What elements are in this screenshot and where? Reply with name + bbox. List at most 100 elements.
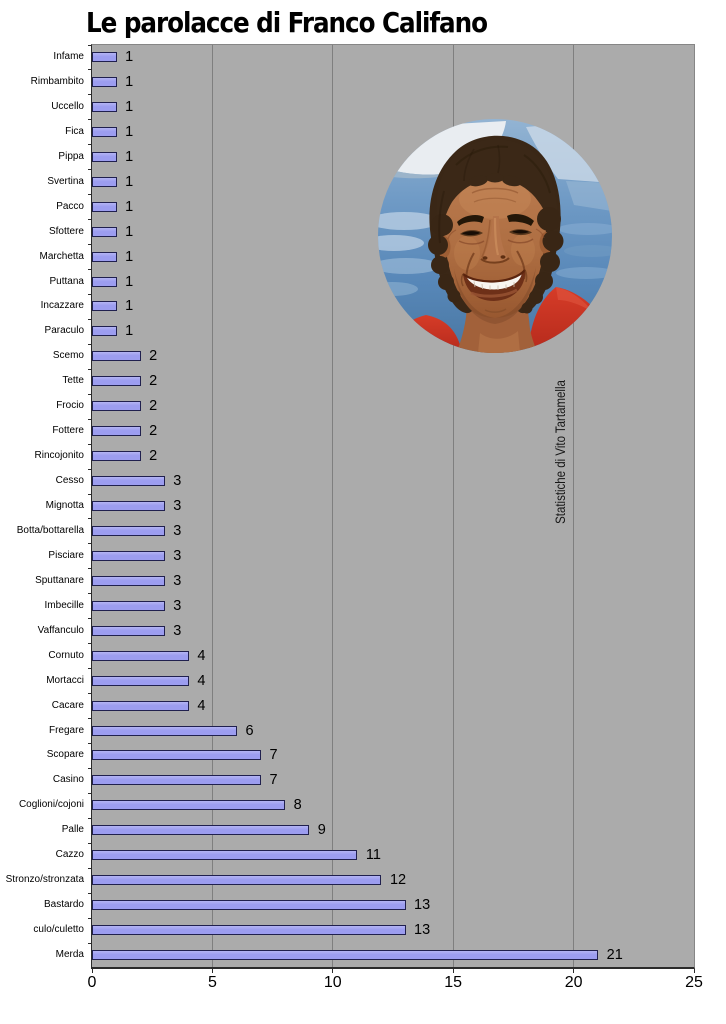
x-axis-label: 0	[87, 974, 97, 991]
bar	[92, 126, 117, 137]
category-label: Rincojonito	[34, 450, 84, 462]
y-axis-tick	[88, 867, 92, 869]
chart-row: Cesso 3	[56, 468, 694, 494]
chart-row: Stronzo/stronzata 12	[6, 867, 694, 893]
category-label: Infame	[53, 51, 84, 62]
x-axis-tick	[693, 969, 695, 973]
bar-value-label: 7	[269, 772, 278, 789]
chart-row: Botta/bottarella 3	[17, 518, 694, 544]
y-axis-tick	[88, 593, 92, 595]
chart-title: Le parolacce di Franco Califano	[86, 6, 488, 39]
chart-row: Scopare 7	[47, 742, 694, 768]
y-axis-tick	[88, 144, 92, 146]
chart-row: Vaffanculo 3	[38, 618, 694, 644]
y-axis-tick	[88, 194, 92, 196]
y-axis-tick	[88, 44, 92, 46]
y-axis-tick	[88, 942, 92, 944]
category-label: Paraculo	[44, 325, 84, 337]
category-label: Fica	[65, 125, 84, 137]
x-axis-tick	[332, 969, 334, 973]
y-axis-tick	[88, 69, 92, 71]
bar	[92, 301, 117, 312]
chart-row: Imbecille 3	[45, 593, 694, 619]
bar	[92, 401, 141, 412]
x-axis-tick	[91, 969, 93, 973]
category-label: Casino	[52, 774, 84, 786]
y-axis-tick	[88, 244, 92, 246]
bar	[92, 875, 382, 886]
gridline-5	[211, 45, 213, 967]
chart-row: Mignotta 3	[46, 493, 694, 519]
chart-row: Paraculo 1	[45, 318, 694, 344]
bar	[92, 201, 117, 212]
bar-value-label: 1	[125, 173, 134, 190]
chart-row: Cacare 4	[52, 693, 694, 719]
bar-value-label: 1	[125, 98, 134, 115]
bar	[92, 376, 141, 387]
y-axis-tick	[88, 94, 92, 96]
chart-row: Fottere 2	[52, 418, 694, 444]
y-axis-tick	[88, 493, 92, 495]
chart-row: Bastardo 13	[44, 892, 694, 918]
chart-row: Rimbambito 1	[31, 69, 694, 95]
bar	[92, 326, 117, 337]
y-axis-tick	[88, 219, 92, 221]
bar-value-label: 1	[125, 73, 134, 90]
bar	[92, 600, 165, 611]
bar-value-label: 1	[125, 198, 134, 215]
bar	[92, 501, 165, 512]
franco-califano-photo	[378, 119, 612, 353]
bar	[92, 900, 406, 911]
bar	[92, 351, 141, 362]
bar-value-label: 1	[125, 298, 134, 315]
bar	[92, 226, 117, 237]
bar-value-label: 3	[173, 522, 182, 539]
bar	[92, 775, 262, 786]
bar	[92, 176, 117, 187]
category-label: Cazzo	[55, 849, 84, 861]
y-axis-tick	[88, 443, 92, 445]
bar-value-label: 21	[606, 947, 623, 964]
bar-value-label: 11	[365, 847, 381, 864]
bar-value-label: 2	[149, 348, 158, 365]
chart-row: Scemo 2	[53, 343, 694, 369]
category-label: Frocio	[56, 400, 84, 412]
y-axis-tick	[88, 368, 92, 370]
category-label: Botta/bottarella	[16, 524, 84, 536]
bar-value-label: 4	[197, 647, 206, 664]
bar	[92, 575, 165, 586]
bar-value-label: 4	[197, 672, 206, 689]
chart-row: Pacco 1	[56, 194, 694, 220]
bar-value-label: 2	[149, 373, 158, 390]
chart-row: culo/culetto 13	[33, 917, 694, 943]
y-axis-tick	[88, 518, 92, 520]
chart-row: Cazzo 11	[56, 842, 694, 868]
bar-value-label: 1	[125, 323, 134, 340]
gridline-20	[573, 45, 575, 967]
chart-row: Cornuto 4	[48, 643, 694, 669]
bar	[92, 650, 189, 661]
category-label: Pippa	[58, 150, 84, 162]
chart-row: Pippa 1	[58, 144, 694, 170]
bar	[92, 850, 358, 861]
category-label: Stronzo/stronzata	[5, 874, 84, 886]
chart-row: Mortacci 4	[46, 668, 694, 694]
category-label: Coglioni/cojoni	[18, 799, 84, 811]
gridline-15	[452, 45, 454, 967]
x-axis-label: 15	[444, 974, 463, 991]
bar	[92, 675, 189, 686]
category-label: Scemo	[52, 350, 84, 362]
y-axis-tick	[88, 568, 92, 570]
bar	[92, 925, 406, 936]
bar	[92, 825, 310, 836]
bar-value-label: 6	[245, 722, 254, 739]
category-label: Cesso	[55, 475, 84, 487]
bar	[92, 700, 189, 711]
y-axis-tick	[88, 742, 92, 744]
chart-row: Tette 2	[62, 368, 694, 394]
category-label: Cornuto	[48, 649, 84, 661]
category-label: Pacco	[56, 200, 84, 212]
x-axis-tick	[452, 969, 454, 973]
x-axis-label: 5	[207, 974, 217, 991]
category-label: Palle	[61, 824, 84, 836]
